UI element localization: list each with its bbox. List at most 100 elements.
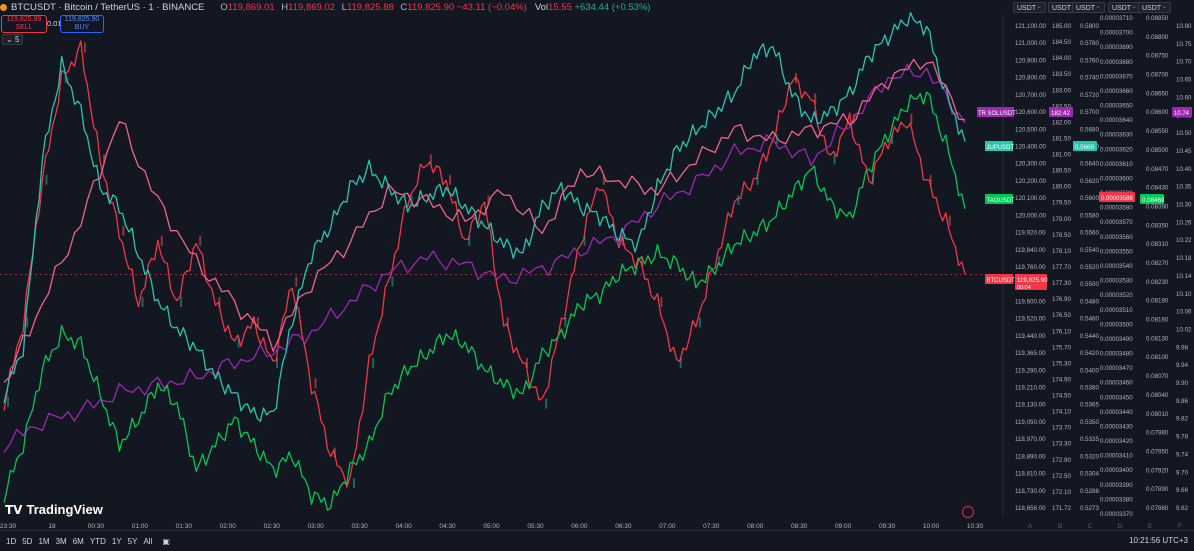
volume-indicator: Vol15.55 +634.44 (+0.53%)	[535, 2, 651, 13]
series-line	[3, 58, 966, 383]
y-tick-label: 119,440.00	[1015, 333, 1046, 340]
currency-select-3[interactable]: USDT	[1072, 1, 1105, 13]
range-1d[interactable]: 1D	[6, 536, 17, 546]
currency-select-5[interactable]: USDT	[1138, 1, 1171, 13]
y-tick-label: 172.50	[1052, 473, 1071, 480]
btc-candle	[698, 317, 701, 328]
chart-header: BTCUSDT · Bitcoin / TetherUS · 1 · BINAN…	[0, 0, 651, 14]
y-tick-label: 10.60	[1176, 94, 1192, 101]
btc-candle	[814, 93, 817, 104]
symbol-title[interactable]: BTCUSDT · Bitcoin / TetherUS · 1 · BINAN…	[11, 1, 205, 13]
time-range-bar: 1D 5D 1M 3M 6M YTD 1Y 5Y All ▣ 10:21:56 …	[0, 530, 1194, 551]
range-5y[interactable]: 5Y	[127, 536, 138, 546]
btc-candle	[795, 73, 798, 84]
y-tick-label: 0.5640	[1080, 161, 1099, 168]
change-value: −43.11 (−0.04%)	[456, 1, 527, 13]
y-tick-label: 176.50	[1052, 312, 1071, 319]
y-tick-label: 0.00003650	[1100, 103, 1133, 110]
btc-candle	[26, 317, 29, 328]
y-tick-label: 0.00003570	[1100, 219, 1133, 226]
currency-select-1[interactable]: USDT	[1013, 1, 1046, 13]
btc-candle	[160, 235, 163, 246]
x-tick-label: 07:30	[703, 523, 720, 530]
y-tick-label: 0.00003420	[1100, 438, 1133, 445]
y-tick-label: 0.5540	[1080, 247, 1099, 254]
y-tick-label: 0.5560	[1080, 230, 1099, 237]
range-6m[interactable]: 6M	[72, 536, 84, 546]
ohlc-values: O119,869.01 H119,869.02 L119,825.88 C119…	[216, 2, 526, 13]
y-tick-label: 0.00003380	[1100, 496, 1133, 503]
y-tick-label: 174.90	[1052, 376, 1071, 383]
btc-candle	[468, 235, 471, 246]
tradingview-logo-text: TradingView	[26, 502, 103, 517]
y-tick-label: 176.90	[1052, 296, 1071, 303]
y-tick-label: 121,100.00	[1015, 23, 1047, 30]
range-3m[interactable]: 3M	[55, 536, 67, 546]
y-tick-label: 178.10	[1052, 248, 1071, 255]
clock[interactable]: 10:21:56 UTC+3	[1129, 536, 1188, 545]
y-tick-label: 0.00003430	[1100, 423, 1133, 430]
range-5d[interactable]: 5D	[22, 536, 33, 546]
y-tick-label: 119,520.00	[1015, 316, 1046, 323]
x-tick-label: 10:30	[967, 523, 984, 530]
y-tick-label: 120,500.00	[1015, 126, 1047, 133]
y-tick-label: 175.70	[1052, 344, 1071, 351]
x-tick-label: 09:30	[879, 523, 896, 530]
spread-value: 0.01	[47, 19, 62, 28]
compare-icon[interactable]	[962, 506, 974, 518]
price-chart[interactable]: 121,100.00 121,000.00 120,900.00 120,800.00…	[0, 0, 1194, 531]
y-tick-label: 0.00003620	[1100, 146, 1133, 153]
y-tick-label: 9.74	[1176, 451, 1189, 458]
y-tick-label: 0.08130	[1146, 335, 1169, 342]
y-tick-label: 9.62	[1176, 505, 1189, 512]
y-tick-label: 0.00003440	[1100, 409, 1133, 416]
sell-label: SELL	[15, 23, 33, 31]
x-tick-label: 08:30	[791, 523, 808, 530]
y-tick-label: 0.08390	[1146, 203, 1169, 210]
x-tick-label: 03:30	[351, 523, 368, 530]
sell-button[interactable]: 119,825.89 SELL	[1, 15, 47, 33]
y-tick-label: 0.00003370	[1100, 511, 1133, 518]
y-tick-label: 0.07860	[1146, 505, 1169, 512]
date-range-icon[interactable]: ▣	[162, 536, 170, 546]
last-value-label: 0.08469	[1142, 197, 1165, 204]
y-tick-label: 0.00003580	[1100, 205, 1133, 212]
y-tick-label: 0.5440	[1080, 333, 1099, 340]
range-1y[interactable]: 1Y	[111, 536, 122, 546]
btc-candle	[218, 296, 221, 307]
btc-candle	[775, 134, 778, 145]
x-tick-label: 06:00	[571, 523, 588, 530]
collapse-count: 5	[14, 35, 20, 44]
btc-candle	[929, 174, 932, 185]
y-tick-label: 0.00003470	[1100, 365, 1133, 372]
series-line	[3, 40, 966, 488]
indicator-collapse-toggle[interactable]: ⌄ 5	[2, 34, 24, 45]
btc-candle	[622, 235, 625, 246]
y-tick-label: 120,200.00	[1015, 178, 1047, 185]
y-tick-label: 0.00003410	[1100, 453, 1133, 460]
y-tick-label: 183.50	[1052, 71, 1071, 78]
range-ytd[interactable]: YTD	[89, 536, 106, 546]
y-tick-label: 179.00	[1052, 216, 1071, 223]
y-tick-label: 0.00003640	[1100, 117, 1133, 124]
btc-candle	[372, 357, 375, 368]
btc-candle	[948, 215, 951, 226]
buy-button[interactable]: 119,825.90 BUY	[60, 15, 104, 33]
y-tick-label: 0.08010	[1146, 411, 1169, 418]
last-value-badge	[1015, 274, 1047, 290]
last-value-badge	[1073, 141, 1097, 151]
y-tick-label: 0.5304	[1080, 471, 1099, 478]
y-tick-label: 10.65	[1176, 77, 1192, 84]
low-label: L	[341, 1, 347, 13]
low-value: 119,825.88	[346, 1, 394, 13]
scale-letter-label: D	[1118, 523, 1123, 530]
y-tick-label: 0.00003480	[1100, 351, 1133, 358]
range-1m[interactable]: 1M	[38, 536, 50, 546]
y-tick-label: 0.08270	[1146, 260, 1169, 267]
series-tag-label: BTCUSDT	[987, 278, 1016, 284]
range-all[interactable]: All	[143, 536, 153, 546]
btc-candle	[602, 174, 605, 185]
btc-candle	[737, 195, 740, 206]
series-line	[3, 63, 966, 453]
y-tick-label: 173.70	[1052, 425, 1071, 432]
